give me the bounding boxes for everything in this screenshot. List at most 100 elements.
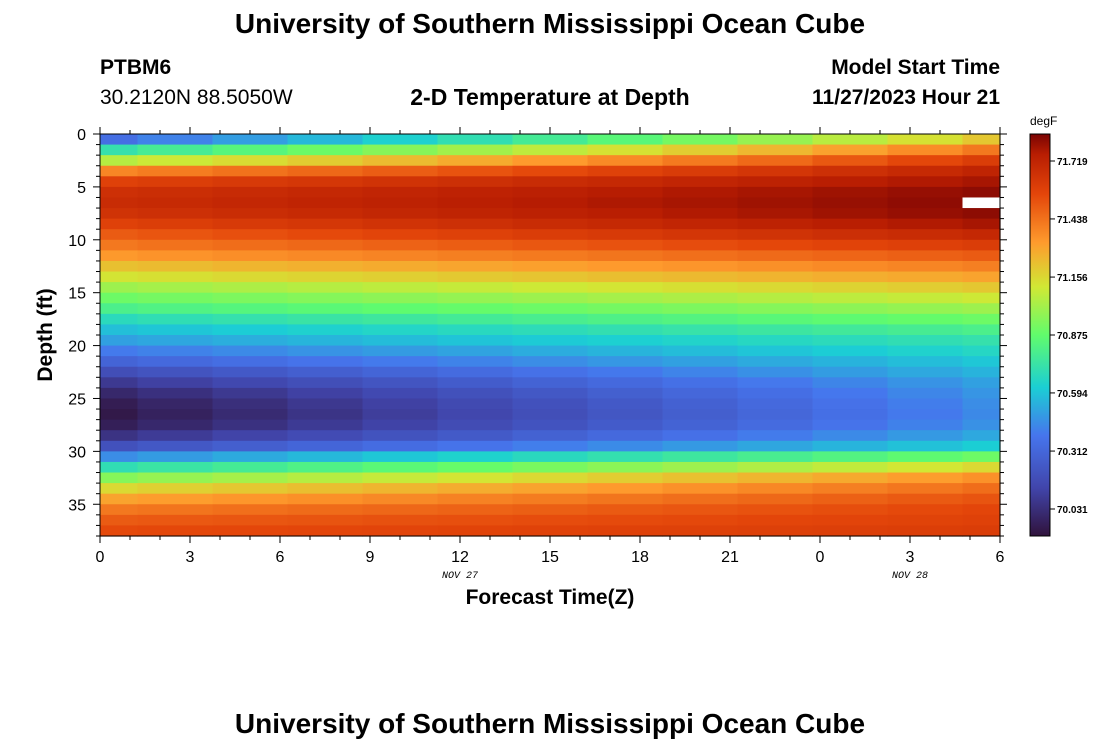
heatmap-cell [137,313,214,326]
heatmap-cell [100,387,139,400]
heatmap-cell [212,324,289,336]
heatmap-cell [887,155,964,167]
heatmap-cell [812,409,889,421]
heatmap-cell [587,419,664,431]
heatmap-cell [812,335,889,347]
x-tick-label: 0 [96,549,105,566]
heatmap-cell [962,250,1001,262]
heatmap-cell [887,483,964,495]
heatmap-cell [512,377,589,389]
heatmap-cell [662,303,739,315]
heatmap-cell [662,176,739,188]
heatmap-cell [662,451,739,463]
heatmap-cell [812,345,889,357]
heatmap-cell [512,155,589,167]
heatmap-cell [662,440,739,452]
heatmap-cell [287,514,364,527]
heatmap-cell [437,292,514,304]
heatmap-cell [362,387,439,400]
heatmap-cell [587,398,664,410]
heatmap-cell [737,229,814,241]
heatmap-cell [100,377,139,389]
y-tick-label: 25 [68,391,86,408]
heatmap-cell [962,451,1001,463]
heatmap-cell [737,345,814,357]
heatmap-cell [662,472,739,484]
heatmap-cell [587,229,664,241]
heatmap-cell [962,324,1001,336]
heatmap-cell [212,271,289,283]
heatmap-cell [287,419,364,431]
heatmap-cell [512,250,589,262]
heatmap-cell [137,176,214,188]
heatmap-cell [737,356,814,368]
heatmap-cell [437,134,514,146]
heatmap-cell [137,239,214,251]
heatmap-cell [212,525,289,537]
heatmap-cell [437,525,514,537]
heatmap-cell [212,229,289,241]
heatmap-cell [812,282,889,294]
heatmap-cell [287,144,364,156]
heatmap-cell [587,208,664,220]
heatmap-cell [812,271,889,283]
heatmap-cell [587,165,664,177]
heatmap-cell [212,387,289,400]
heatmap-cell [100,440,139,452]
heatmap-cell [737,324,814,336]
heatmap-cell [512,398,589,410]
heatmap-cell [587,493,664,505]
heatmap-cell [512,324,589,336]
heatmap-cell [512,144,589,156]
heatmap-cell [512,197,589,209]
heatmap-cell [362,409,439,421]
heatmap-cell [737,250,814,262]
heatmap-cell [587,335,664,347]
heatmap-cell [362,197,439,209]
heatmap-cell [887,208,964,220]
heatmap-cell [362,504,439,516]
heatmap-cell [437,377,514,389]
heatmap-cell [587,430,664,442]
heatmap-cell [137,440,214,452]
colorbar-tick-label: 71.719 [1057,157,1088,168]
date-label: NOV 28 [892,571,928,582]
heatmap-cell [587,504,664,516]
heatmap-cell [437,504,514,516]
heatmap-cell [962,229,1001,241]
heatmap-cell [662,419,739,431]
heatmap-cell [662,165,739,177]
heatmap-cell [362,398,439,410]
heatmap-cell [737,282,814,294]
plot-title: 2-D Temperature at Depth [410,84,690,110]
heatmap-cell [512,461,589,474]
heatmap-cell [137,525,214,537]
heatmap-cell [737,461,814,474]
heatmap-cell [887,472,964,484]
heatmap-cell [100,514,139,527]
heatmap-cell [887,409,964,421]
heatmap-cell [512,514,589,527]
heatmap-cell [737,504,814,516]
heatmap-cell [287,356,364,368]
heatmap-cell [437,514,514,527]
heatmap-cell [437,144,514,156]
heatmap-cell [437,419,514,431]
heatmap-cell [362,366,439,378]
y-tick-label: 20 [68,339,86,356]
heatmap-cell [512,239,589,251]
heatmap-cell [737,176,814,188]
heatmap-cell [212,218,289,230]
heatmap-cell [362,176,439,188]
heatmap-cell [437,218,514,230]
heatmap-cell [812,504,889,516]
heatmap-cell [962,504,1001,516]
heatmap-cell [962,377,1001,389]
heatmap-cell [100,451,139,463]
heatmap-cell [100,250,139,262]
heatmap-cell [512,430,589,442]
heatmap-cell [212,260,289,273]
heatmap-cell [587,176,664,188]
heatmap-cell [962,313,1001,326]
heatmap-cell [437,387,514,400]
